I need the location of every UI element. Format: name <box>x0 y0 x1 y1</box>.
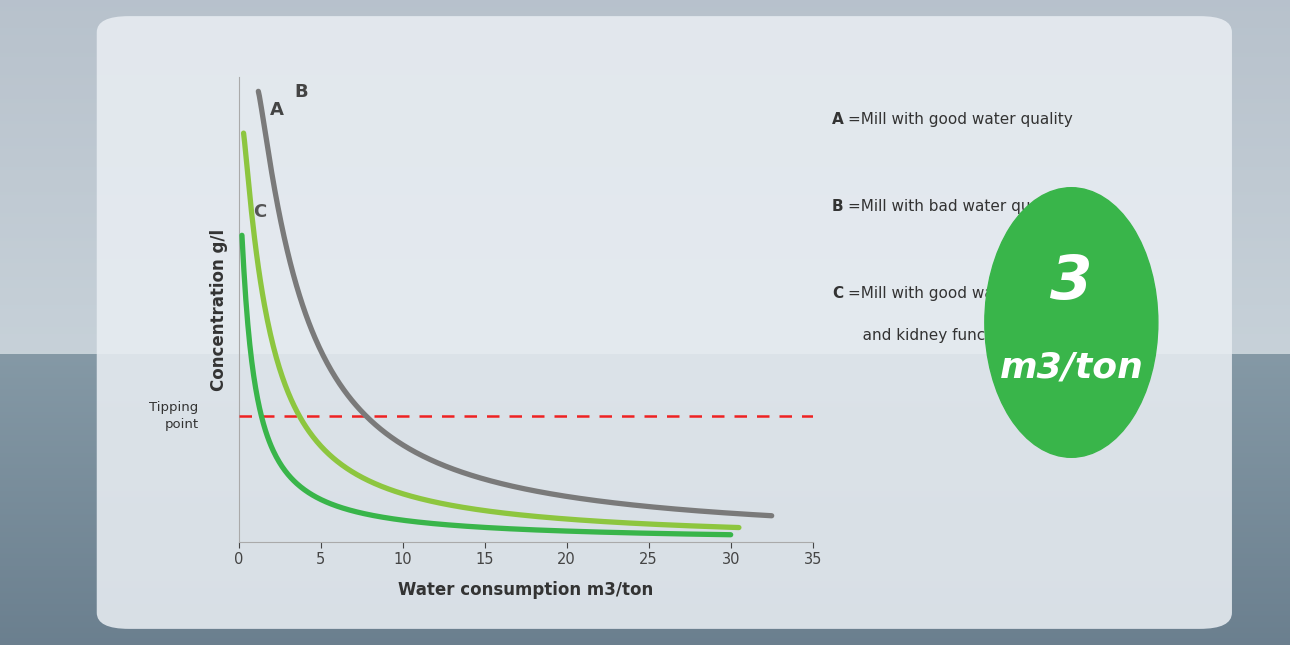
Text: Tipping
point: Tipping point <box>150 401 199 432</box>
Text: A: A <box>832 112 844 127</box>
Ellipse shape <box>984 188 1158 457</box>
Text: C: C <box>253 203 267 221</box>
Text: C: C <box>832 286 844 301</box>
Text: B: B <box>294 83 308 101</box>
Text: A: A <box>270 101 284 119</box>
Text: and kidney function: and kidney function <box>848 328 1014 343</box>
Text: 3: 3 <box>1050 253 1093 312</box>
Y-axis label: Concentration g/l: Concentration g/l <box>209 228 227 391</box>
Text: =Mill with good water quality: =Mill with good water quality <box>848 286 1072 301</box>
Text: B: B <box>832 199 844 214</box>
Text: =Mill with bad water quality: =Mill with bad water quality <box>848 199 1063 214</box>
Text: m3/ton: m3/ton <box>1000 351 1143 385</box>
X-axis label: Water consumption m3/ton: Water consumption m3/ton <box>399 581 653 599</box>
Text: =Mill with good water quality: =Mill with good water quality <box>848 112 1072 127</box>
